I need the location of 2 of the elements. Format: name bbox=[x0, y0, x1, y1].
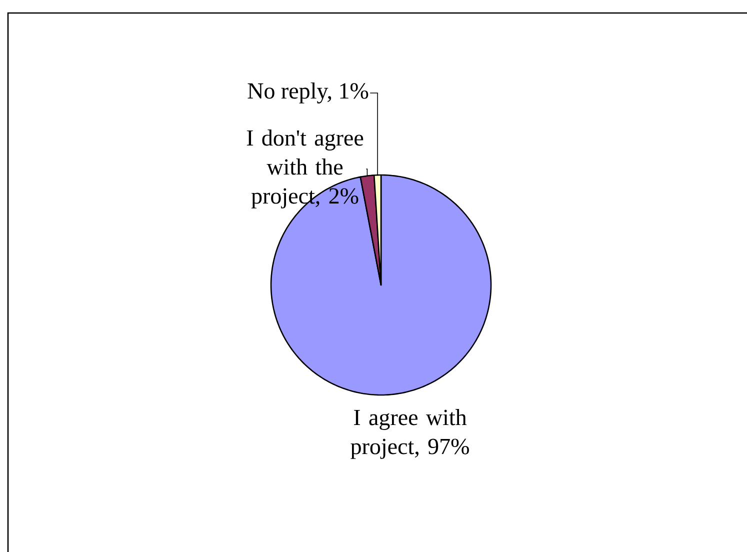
slice-label: I agree with project, 97% bbox=[350, 409, 469, 459]
slice-label: No reply, 1% bbox=[248, 82, 368, 104]
